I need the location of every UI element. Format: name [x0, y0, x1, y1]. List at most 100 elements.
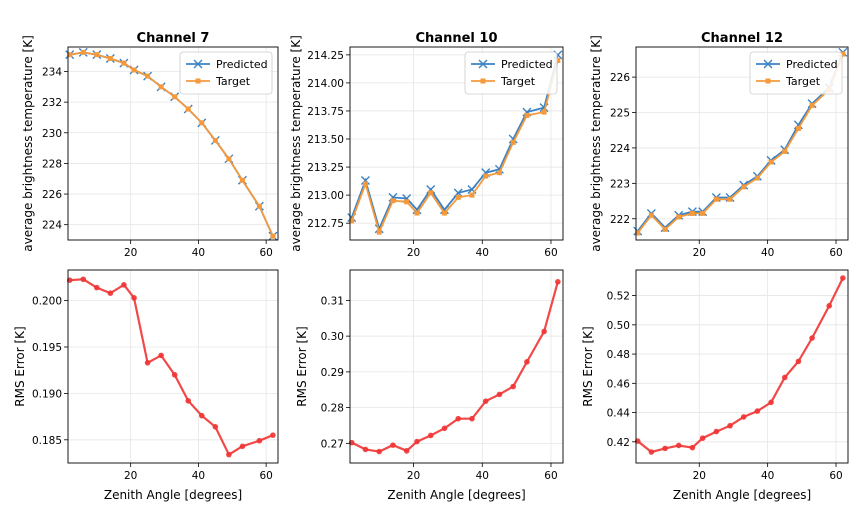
data-point [826, 303, 832, 309]
x-tick-label: 60 [544, 470, 557, 482]
data-point [403, 448, 410, 454]
data-point [496, 170, 502, 176]
data-point [740, 414, 747, 420]
x-tick-label: 60 [259, 247, 272, 259]
data-point [662, 226, 668, 232]
legend: Predicted Target [749, 51, 843, 95]
y-tick-label: 0.195 [32, 342, 62, 354]
y-tick-label: 214.25 [307, 50, 344, 62]
data-point [93, 284, 100, 291]
data-point [768, 399, 774, 406]
series-line-predicted [636, 51, 844, 232]
data-point [404, 199, 410, 205]
y-tick-label: 0.42 [607, 437, 630, 449]
data-point [414, 210, 420, 216]
x-axis-label: Zenith Angle [degrees] [387, 488, 525, 502]
data-point [809, 335, 815, 341]
data-point [390, 442, 396, 448]
data-point [226, 451, 232, 458]
series-line-target [636, 53, 844, 234]
data-point [524, 112, 530, 118]
data-point [145, 73, 151, 79]
y-tick-label: 0.31 [321, 295, 344, 307]
x-tick-label: 20 [124, 470, 137, 482]
data-point [212, 137, 218, 143]
panel-5: 20 40 60 0.27 0.28 0.29 0.30 0.31 Zenith Angle [… [295, 269, 564, 502]
legend-marker [478, 59, 488, 69]
data-point [754, 175, 760, 181]
x-tick-label: 40 [761, 247, 774, 259]
data-point [676, 214, 682, 220]
y-tick-label: 213.50 [307, 134, 344, 146]
y-axis-label: RMS Error [K] [13, 326, 27, 406]
plot-frame [349, 46, 564, 241]
data-point [455, 415, 462, 422]
plot-frame [635, 269, 849, 464]
series-line-rms-error [351, 281, 559, 453]
data-point [270, 432, 276, 438]
chart-title: Channel 7 [137, 31, 210, 46]
data-point [453, 188, 463, 198]
panel-2: 20 40 60 212.75 213.00 213.25 213.50 213.75 214.… [289, 31, 564, 259]
x-tick-label: 20 [124, 247, 137, 259]
y-tick-label: 213.00 [307, 190, 344, 202]
legend-label: Target [785, 75, 821, 88]
data-point [212, 424, 219, 430]
series-line-target [350, 60, 559, 235]
x-tick-label: 20 [407, 247, 420, 259]
y-axis-label: average brightness temperature [K] [589, 35, 603, 252]
data-point [510, 139, 516, 145]
x-tick-label: 40 [192, 247, 205, 259]
data-point [781, 374, 788, 381]
panel-1: 20 40 60 224 226 228 230 232 234 Channel 7 average… [21, 31, 279, 259]
data-point [441, 425, 448, 432]
y-tick-label: 0.28 [321, 403, 344, 415]
data-point [455, 194, 461, 200]
data-point [510, 383, 516, 390]
data-point [782, 148, 788, 154]
data-point [158, 84, 164, 90]
y-axis-label: RMS Error [K] [581, 326, 595, 406]
x-tick-label: 40 [761, 470, 774, 482]
data-point [376, 448, 383, 455]
y-axis-label: average brightness temperature [K] [21, 35, 35, 252]
x-tick-label: 60 [829, 247, 842, 259]
data-point [795, 125, 801, 131]
data-point [80, 276, 87, 283]
data-point [80, 49, 86, 55]
legend-marker [765, 78, 771, 84]
x-axis-label: Zenith Angle [degrees] [673, 488, 811, 502]
data-point [185, 106, 191, 112]
data-point [741, 184, 747, 190]
data-point [541, 328, 547, 335]
x-tick-label: 20 [407, 470, 420, 482]
legend: Predicted Target [464, 51, 558, 95]
data-point [67, 52, 73, 58]
data-point [239, 177, 245, 183]
series-line-target [69, 51, 274, 237]
data-point [198, 412, 205, 419]
y-tick-label: 223 [610, 178, 630, 190]
data-point [239, 443, 246, 450]
data-point [107, 55, 113, 61]
data-point [469, 192, 475, 198]
data-point [795, 358, 802, 365]
data-point [648, 212, 654, 218]
x-tick-label: 20 [693, 470, 706, 482]
data-point [362, 446, 369, 453]
data-point [555, 278, 561, 285]
x-tick-label: 60 [829, 470, 842, 482]
y-axis-label: RMS Error [K] [295, 326, 309, 406]
legend-label: Target [500, 75, 536, 88]
data-point [121, 282, 127, 288]
legend-box [749, 51, 843, 95]
data-point [199, 120, 205, 126]
data-point [524, 359, 530, 365]
y-tick-label: 0.46 [607, 378, 631, 390]
legend-label: Target [215, 75, 251, 88]
plot-frame [349, 269, 564, 464]
x-tick-label: 60 [544, 247, 557, 259]
y-tick-label: 230 [42, 128, 62, 140]
legend-marker [480, 78, 486, 84]
